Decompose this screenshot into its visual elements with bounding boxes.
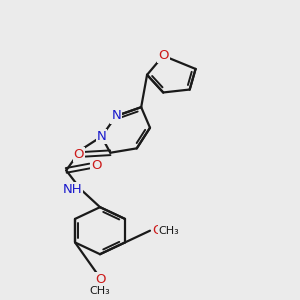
Text: N: N [97, 130, 106, 143]
Text: O: O [158, 49, 169, 62]
Text: O: O [74, 148, 84, 161]
Text: O: O [95, 273, 105, 286]
Text: O: O [91, 160, 101, 172]
Text: N: N [111, 110, 121, 122]
Text: CH₃: CH₃ [159, 226, 179, 236]
Text: O: O [152, 224, 163, 237]
Text: NH: NH [62, 183, 82, 196]
Text: CH₃: CH₃ [90, 286, 110, 296]
